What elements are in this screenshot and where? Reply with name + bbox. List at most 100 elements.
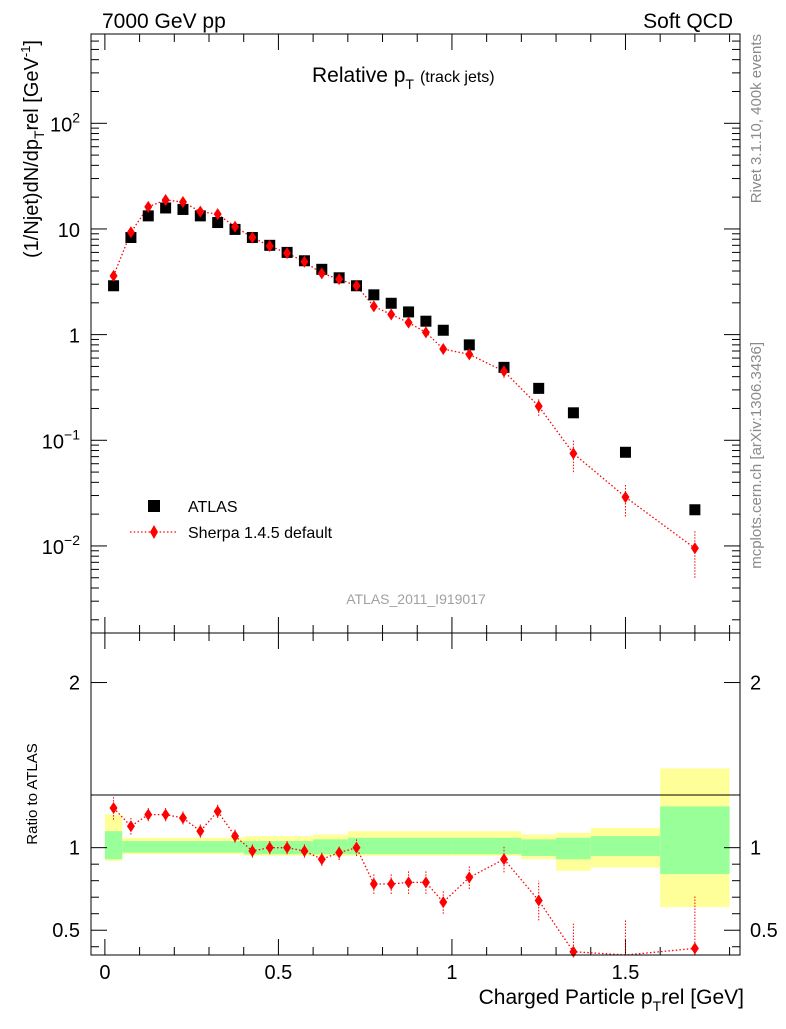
atlas-point	[108, 280, 120, 292]
ratio-ytick-label-right: 2	[750, 673, 761, 695]
ratio-band-inner	[122, 841, 244, 853]
sherpa-point	[248, 231, 257, 244]
atlas-point	[142, 210, 154, 222]
header-right: Soft QCD	[643, 10, 733, 33]
atlas-point	[420, 315, 432, 327]
ratio-point	[569, 945, 578, 958]
sherpa-point	[421, 326, 430, 339]
main-ytick-label: 1	[69, 326, 80, 348]
ratio-point	[439, 896, 448, 909]
ratio-point	[352, 841, 361, 854]
plot-title: Relative pT (track jets)	[312, 64, 495, 92]
atlas-point	[177, 203, 189, 215]
sherpa-point	[335, 273, 344, 286]
legend-sherpa-marker	[150, 525, 158, 539]
ratio-ytick-label: 0.5	[52, 920, 80, 942]
ratio-point	[144, 808, 153, 821]
main-ytick-base: 10	[50, 114, 72, 136]
ratio-point	[404, 876, 413, 889]
sherpa-point	[690, 542, 699, 555]
ratio-frame	[90, 632, 741, 956]
ratio-point	[126, 820, 135, 833]
ratio-ytick-label: 2	[69, 673, 80, 695]
atlas-point	[533, 382, 545, 394]
ratio-band-inner	[104, 831, 123, 860]
ratio-band-inner	[347, 837, 452, 855]
ratio-point	[213, 805, 222, 818]
ratio-xlabel-sub: T	[653, 998, 662, 1014]
ratio-xtick-label: 0.5	[265, 962, 293, 984]
main-ytick-base: 10	[42, 431, 64, 453]
atlas-point	[368, 289, 380, 301]
sherpa-line	[112, 199, 696, 549]
main-ytick-label: 10−1	[42, 426, 80, 453]
ratio-band-inner	[521, 839, 557, 856]
ratio-ytick-label-right: 1	[750, 838, 761, 860]
ratio-point	[196, 825, 205, 838]
ratio-line	[113, 807, 695, 956]
atlas-point	[689, 504, 701, 516]
main-ylabel-tail: rel [GeV	[21, 56, 43, 130]
main-ytick-exp: −2	[64, 532, 80, 548]
sherpa-point	[569, 447, 578, 460]
sherpa-point	[231, 220, 240, 233]
main-ytick-base: 1	[69, 326, 80, 348]
ratio-point	[248, 844, 257, 857]
sherpa-point	[352, 279, 361, 292]
main-ytick-label: 102	[50, 109, 80, 136]
legend: ATLAS Sherpa 1.4.5 default	[130, 499, 333, 542]
ratio-point	[465, 871, 474, 884]
ratio-ytick-label-right: 0.5	[750, 920, 778, 942]
rivet-label: Rivet 3.1.10, 400k events	[748, 34, 765, 203]
sherpa-point	[144, 200, 153, 213]
ratio-band-inner	[451, 837, 522, 855]
ratio-point	[690, 942, 699, 955]
ratio-point	[265, 841, 274, 854]
atlas-point	[403, 306, 415, 318]
main-ylabel: (1/Njet)dN/dpTrel [GeV-1]	[18, 40, 47, 258]
atlas-point	[437, 324, 449, 336]
ratio-band-inner	[556, 837, 591, 860]
source-label: mcplots.cern.ch [arXiv:1306.3436]	[748, 342, 765, 569]
ratio-point	[369, 877, 378, 890]
sherpa-point	[196, 205, 205, 218]
main-ytick-base: 10	[58, 220, 80, 242]
atlas-point	[567, 407, 579, 419]
ratio-point	[317, 853, 326, 866]
sherpa-point	[621, 491, 630, 504]
ratio-xtick-label: 1	[446, 962, 457, 984]
ratio-xtick-label: 0	[99, 962, 110, 984]
legend-atlas-label: ATLAS	[188, 499, 238, 516]
legend-atlas-marker	[148, 500, 160, 512]
ratio-band-inner	[660, 806, 730, 875]
plot-title-main: Relative p	[312, 64, 405, 87]
ratio-xtick-label: 1.5	[612, 962, 640, 984]
sherpa-point	[213, 208, 222, 221]
main-ylabel-a: (1/Njet)dN/dp	[21, 139, 43, 258]
atlas-point	[619, 446, 631, 458]
sherpa-point	[300, 255, 309, 268]
sherpa-point	[404, 316, 413, 329]
main-data	[108, 193, 701, 578]
sherpa-point	[109, 269, 118, 282]
main-ylabel-close: ]	[21, 40, 43, 46]
main-ytick-label: 10−2	[42, 532, 80, 559]
sherpa-point	[500, 365, 508, 378]
main-ylabel-sub: T	[31, 130, 47, 139]
plot-title-suffix: (track jets)	[420, 69, 495, 86]
ratio-point	[178, 811, 187, 824]
ratio-bands	[104, 768, 730, 908]
sherpa-point	[126, 226, 135, 239]
ratio-point	[500, 853, 508, 866]
ratio-point	[335, 846, 344, 859]
ratio-band-inner	[590, 836, 661, 856]
ratio-point	[421, 876, 430, 889]
atlas-point	[212, 217, 224, 229]
ratio-point	[534, 894, 543, 907]
ratio-xlabel-tail: rel [GeV]	[661, 986, 744, 1009]
ratio-xlabel-main: Charged Particle p	[479, 986, 653, 1009]
atlas-point	[463, 339, 475, 351]
plot-title-sub: T	[405, 76, 414, 92]
main-ylabel-sup: -1	[18, 46, 33, 58]
